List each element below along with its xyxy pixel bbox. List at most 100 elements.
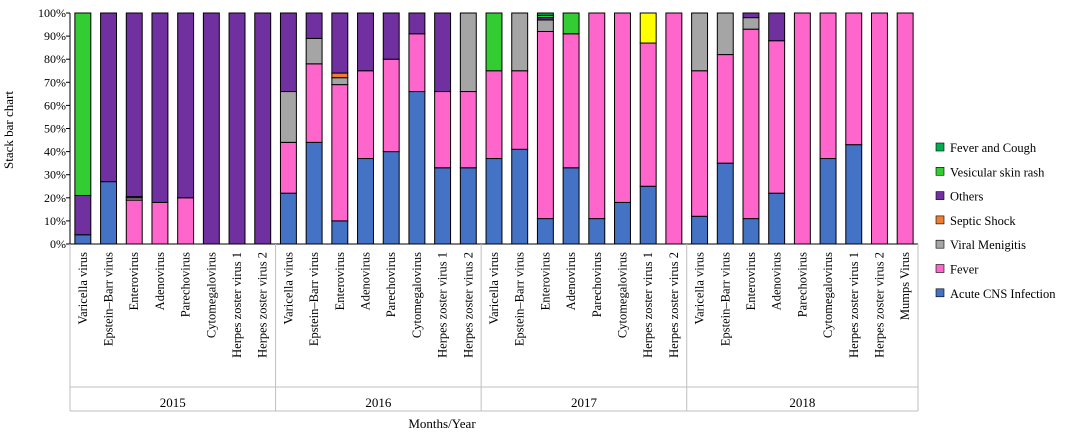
legend-swatch bbox=[935, 142, 945, 152]
category-label: Varicella virus bbox=[487, 252, 501, 325]
bar-segment bbox=[639, 12, 657, 44]
bar-stack bbox=[716, 12, 734, 245]
category-label: Epstein–Barr virus bbox=[307, 252, 321, 346]
category-label: Parechovirus bbox=[590, 252, 604, 317]
bar-segment bbox=[768, 192, 786, 245]
bar-segment bbox=[382, 12, 400, 60]
bar-segment bbox=[459, 91, 477, 169]
bar-stack bbox=[511, 12, 529, 245]
bar-segment bbox=[279, 192, 297, 245]
legend-label: Viral Menigitis bbox=[950, 238, 1026, 252]
category-label: Cytomegalovirus bbox=[615, 252, 629, 338]
bar-segment bbox=[331, 77, 349, 86]
bar-segment bbox=[588, 12, 606, 220]
bar-stack bbox=[408, 12, 426, 245]
bar-stack bbox=[459, 12, 477, 245]
bar-stack bbox=[845, 12, 863, 245]
bar-stack bbox=[331, 12, 349, 245]
y-tick-label: 70% bbox=[44, 75, 66, 89]
bar-stack bbox=[434, 12, 452, 245]
legend-label: Vesicular skin rash bbox=[950, 165, 1045, 179]
category-label: Herpes zoster virus 1 bbox=[230, 252, 244, 358]
bar-stack bbox=[100, 12, 118, 245]
bar-stack bbox=[639, 12, 657, 245]
bar-segment bbox=[639, 185, 657, 245]
bar-segment bbox=[845, 144, 863, 245]
bar-segment bbox=[536, 218, 554, 245]
bar-stack bbox=[151, 12, 169, 245]
bar-segment bbox=[742, 218, 760, 245]
bar-segment bbox=[408, 12, 426, 35]
y-tick-label: 80% bbox=[44, 52, 66, 66]
legend-swatch bbox=[935, 288, 945, 298]
category-label: Herpes zoster virus 2 bbox=[667, 252, 681, 358]
category-label: Herpes zoster virus 1 bbox=[641, 252, 655, 358]
year-group-separators bbox=[69, 244, 919, 412]
bar-segment bbox=[665, 12, 683, 245]
bar-segment bbox=[331, 220, 349, 245]
bar-segment bbox=[202, 12, 220, 245]
bar-segment bbox=[305, 63, 323, 143]
bar-stack bbox=[485, 12, 503, 245]
bar-stack bbox=[177, 12, 195, 245]
bar-segment bbox=[382, 58, 400, 153]
year-labels: 2015 2016 2017 2018 bbox=[160, 395, 816, 410]
bar-stack bbox=[74, 12, 92, 245]
bar-segment bbox=[279, 91, 297, 143]
category-label: Varicella virus bbox=[693, 252, 707, 325]
bar-stack bbox=[228, 12, 246, 245]
bar-segment bbox=[742, 17, 760, 30]
bar-segment bbox=[768, 40, 786, 194]
category-label: Epstein–Barr virus bbox=[718, 252, 732, 346]
bar-stack bbox=[536, 12, 554, 245]
category-label: Cytomegalovirus bbox=[821, 252, 835, 338]
bar-stack bbox=[305, 12, 323, 245]
bar-segment bbox=[691, 215, 709, 245]
bar-segment bbox=[125, 12, 143, 198]
bar-segment bbox=[819, 12, 837, 160]
y-tick-label: 60% bbox=[44, 98, 66, 112]
category-label: Enterovirus bbox=[333, 252, 347, 310]
legend-label: Others bbox=[950, 190, 983, 204]
bar-segment bbox=[331, 12, 349, 74]
bar-segment bbox=[691, 70, 709, 217]
bar-stack bbox=[125, 12, 143, 245]
bar-segment bbox=[331, 84, 349, 222]
legend-swatch bbox=[935, 215, 945, 225]
bar-segment bbox=[588, 218, 606, 245]
legend-swatch bbox=[935, 191, 945, 200]
y-tick-label: 20% bbox=[44, 191, 66, 205]
y-tick-label: 40% bbox=[44, 145, 66, 159]
bar-segment bbox=[331, 72, 349, 79]
year-label: 2016 bbox=[365, 395, 392, 410]
bar-segment bbox=[691, 12, 709, 72]
bar-segment bbox=[74, 12, 92, 196]
year-label: 2017 bbox=[571, 395, 598, 410]
bar-segment bbox=[408, 33, 426, 93]
legend-label: Acute CNS Infection bbox=[950, 287, 1056, 301]
bar-stack bbox=[562, 12, 580, 245]
bar-segment bbox=[151, 201, 169, 245]
category-label: Herpes zoster virus 1 bbox=[847, 252, 861, 358]
bar-segment bbox=[562, 167, 580, 245]
y-axis-title: Stack bar chart bbox=[1, 91, 16, 169]
legend-item: Viral Menigitis bbox=[935, 238, 1026, 252]
category-label: Herpes zoster virus 2 bbox=[872, 252, 886, 358]
bar-segment bbox=[357, 70, 374, 160]
category-label: Parechovirus bbox=[179, 252, 193, 317]
category-label: Herpes zoster virus 1 bbox=[436, 252, 450, 358]
bar-segment bbox=[742, 12, 760, 19]
category-label: Enterovirus bbox=[538, 252, 552, 310]
bar-stack bbox=[588, 12, 606, 245]
bar-stack bbox=[254, 12, 272, 245]
bar-segment bbox=[536, 12, 554, 16]
bar-segment bbox=[870, 12, 888, 245]
bar-segment bbox=[614, 201, 631, 245]
bar-segment bbox=[434, 12, 452, 93]
year-label: 2018 bbox=[789, 395, 815, 410]
bar-segment bbox=[74, 194, 92, 236]
bar-stack bbox=[691, 12, 709, 245]
category-labels: Varicella virus Epstein–Barr virus Enterov… bbox=[76, 252, 912, 358]
